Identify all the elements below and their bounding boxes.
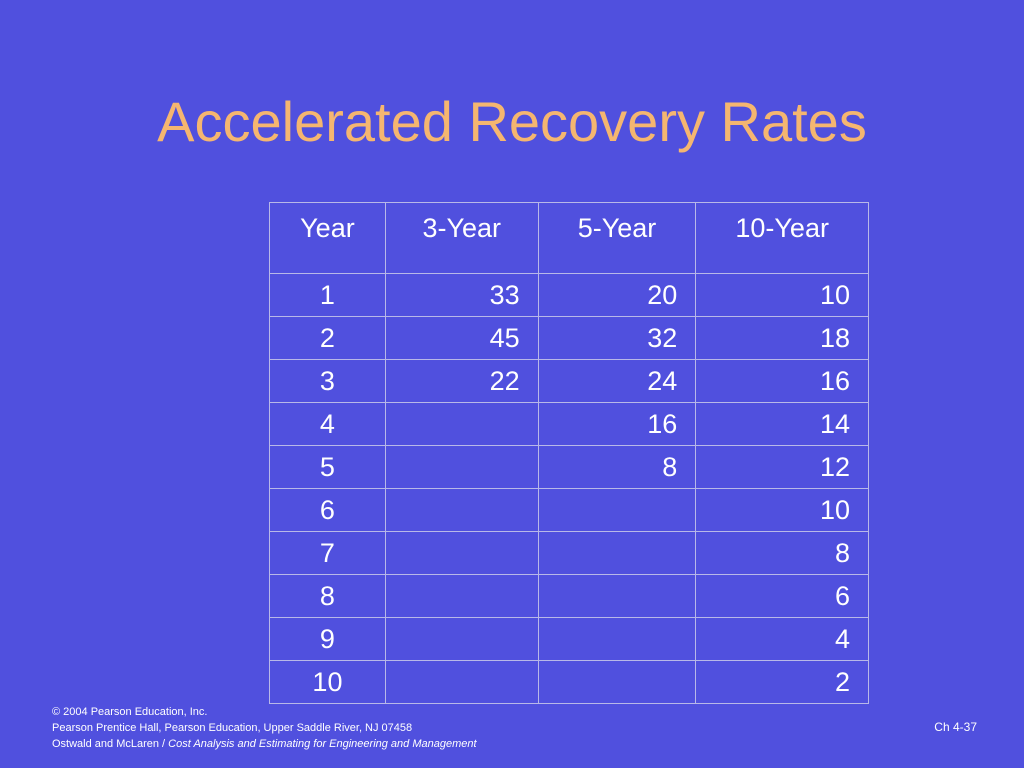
rate-10-year-cell: 18 <box>695 316 869 360</box>
table-body: 1 33 20 10 2 45 32 18 3 22 24 16 4 16 14… <box>269 273 869 704</box>
rate-5-year-cell <box>537 660 697 704</box>
rate-10-year-cell: 16 <box>695 359 869 403</box>
rate-5-year-cell: 24 <box>537 359 697 403</box>
book-title: Cost Analysis and Estimating for Enginee… <box>168 738 477 750</box>
rate-5-year-cell <box>537 488 697 532</box>
rate-3-year-cell <box>384 660 539 704</box>
rate-3-year-cell: 45 <box>384 316 539 360</box>
table-row: 9 4 <box>269 617 869 661</box>
rate-5-year-cell: 16 <box>537 402 697 446</box>
rate-3-year-cell: 22 <box>384 359 539 403</box>
year-cell: 10 <box>269 660 386 704</box>
rate-10-year-cell: 14 <box>695 402 869 446</box>
table-header-row: Year 3-Year 5-Year 10-Year <box>269 202 869 274</box>
year-cell: 9 <box>269 617 386 661</box>
rate-10-year-cell: 4 <box>695 617 869 661</box>
table-header: Year 3-Year 5-Year 10-Year <box>269 202 869 274</box>
slide-title: Accelerated Recovery Rates <box>157 90 867 153</box>
rate-5-year-cell <box>537 574 697 618</box>
authors-text: Ostwald and McLaren / <box>52 738 169 750</box>
rate-10-year-cell: 2 <box>695 660 869 704</box>
year-cell: 7 <box>269 531 386 575</box>
rate-5-year-cell <box>537 531 697 575</box>
rate-10-year-cell: 6 <box>695 574 869 618</box>
table-row: 4 16 14 <box>269 402 869 446</box>
rate-5-year-cell: 20 <box>537 273 697 317</box>
year-cell: 5 <box>269 445 386 489</box>
table-row: 8 6 <box>269 574 869 618</box>
publisher-line: Pearson Prentice Hall, Pearson Education… <box>52 722 413 734</box>
table-row: 7 8 <box>269 531 869 575</box>
recovery-rates-table: Year 3-Year 5-Year 10-Year 1 33 20 10 2 … <box>269 202 869 704</box>
year-cell: 4 <box>269 402 386 446</box>
table-row: 10 2 <box>269 660 869 704</box>
table-row: 6 10 <box>269 488 869 532</box>
footer-credits: © 2004 Pearson Education, Inc. Pearson P… <box>52 704 477 752</box>
rate-3-year-cell <box>384 574 539 618</box>
rate-3-year-cell <box>384 488 539 532</box>
year-cell: 1 <box>269 273 386 317</box>
rate-10-year-cell: 12 <box>695 445 869 489</box>
rate-3-year-cell <box>384 445 539 489</box>
year-cell: 2 <box>269 316 386 360</box>
rate-10-year-cell: 8 <box>695 531 869 575</box>
rate-10-year-cell: 10 <box>695 273 869 317</box>
rate-5-year-cell: 8 <box>537 445 697 489</box>
table-row: 3 22 24 16 <box>269 359 869 403</box>
column-header-10-year: 10-Year <box>695 202 869 274</box>
year-cell: 3 <box>269 359 386 403</box>
copyright-line: © 2004 Pearson Education, Inc. <box>52 706 208 718</box>
year-cell: 6 <box>269 488 386 532</box>
column-header-year: Year <box>269 202 386 274</box>
authors-line: Ostwald and McLaren / Cost Analysis and … <box>52 736 477 752</box>
rate-5-year-cell <box>537 617 697 661</box>
rate-3-year-cell <box>384 531 539 575</box>
rate-10-year-cell: 10 <box>695 488 869 532</box>
year-cell: 8 <box>269 574 386 618</box>
rate-3-year-cell: 33 <box>384 273 539 317</box>
column-header-5-year: 5-Year <box>537 202 697 274</box>
column-header-3-year: 3-Year <box>384 202 539 274</box>
table-row: 5 8 12 <box>269 445 869 489</box>
rate-5-year-cell: 32 <box>537 316 697 360</box>
page-number: Ch 4-37 <box>934 720 977 734</box>
rate-3-year-cell <box>384 402 539 446</box>
rate-3-year-cell <box>384 617 539 661</box>
table-row: 1 33 20 10 <box>269 273 869 317</box>
table-row: 2 45 32 18 <box>269 316 869 360</box>
